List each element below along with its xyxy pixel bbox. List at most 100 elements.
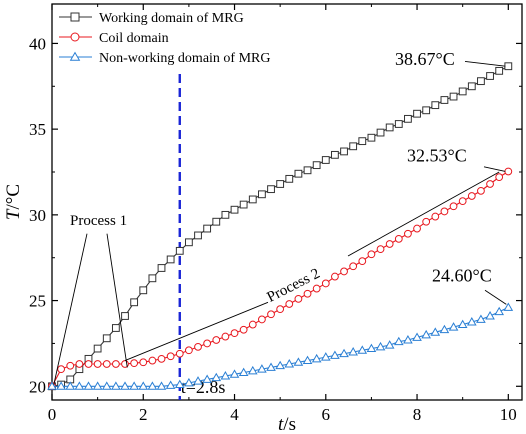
legend-item: Working domain of MRG <box>59 11 244 26</box>
data-point <box>65 381 76 390</box>
data-point <box>466 317 477 326</box>
data-point <box>111 381 121 390</box>
y-tick-label: 25 <box>29 292 46 311</box>
data-point <box>120 381 130 390</box>
data-point <box>84 360 93 368</box>
data-point <box>92 381 103 390</box>
data-point <box>230 329 239 338</box>
data-point <box>320 352 331 361</box>
data-point <box>83 381 94 390</box>
data-point <box>102 360 111 368</box>
data-point <box>385 240 394 248</box>
data-point <box>211 372 222 382</box>
data-point <box>394 234 403 243</box>
data-point <box>422 106 431 115</box>
data-point <box>486 180 494 188</box>
data-point <box>247 365 258 375</box>
legend-swatch-marker <box>70 32 80 42</box>
end-leader-nonworking <box>484 289 507 305</box>
data-point <box>331 150 339 159</box>
data-point <box>358 137 367 146</box>
data-point <box>339 348 349 358</box>
y-tick-label: 20 <box>29 377 46 396</box>
x-tick-label: 10 <box>500 405 517 424</box>
data-point <box>239 325 248 334</box>
data-point <box>330 350 340 359</box>
data-point <box>412 332 422 341</box>
data-point <box>66 361 75 370</box>
data-point <box>349 262 358 271</box>
data-point <box>275 360 285 370</box>
x-tick-label: 6 <box>322 405 331 424</box>
data-point <box>147 381 158 390</box>
data-point <box>139 286 148 295</box>
data-point <box>248 195 257 204</box>
data-point <box>238 367 249 377</box>
data-point <box>495 66 504 75</box>
data-point <box>358 257 367 266</box>
data-point <box>174 379 185 389</box>
data-point <box>221 332 230 341</box>
data-point <box>267 185 275 194</box>
data-point <box>367 250 376 259</box>
data-point <box>221 210 230 219</box>
data-point <box>47 381 57 390</box>
data-point <box>193 376 203 385</box>
data-point <box>75 360 84 368</box>
data-point <box>376 245 385 254</box>
data-point <box>403 335 413 344</box>
data-point <box>375 341 386 351</box>
data-point <box>357 345 368 354</box>
process2-leader-b <box>347 171 500 257</box>
data-point <box>486 72 494 80</box>
data-point <box>165 380 176 389</box>
data-point <box>302 355 313 365</box>
data-point <box>331 272 339 281</box>
data-point <box>440 207 449 216</box>
data-point <box>276 305 285 314</box>
data-point <box>477 77 485 86</box>
data-point <box>220 371 231 380</box>
data-point <box>166 352 175 361</box>
data-point <box>440 96 449 104</box>
x-tick-label: 4 <box>230 405 239 424</box>
data-point <box>430 327 441 336</box>
y-axis-title: T/°C <box>3 184 24 220</box>
data-point <box>303 166 312 175</box>
data-point <box>494 306 505 316</box>
data-point <box>266 362 276 371</box>
data-point <box>413 224 421 233</box>
data-point <box>385 123 394 132</box>
data-point <box>57 365 66 374</box>
legend-swatch-marker <box>70 12 80 22</box>
data-point <box>212 336 221 344</box>
series-1 <box>48 62 513 391</box>
data-point <box>285 174 294 183</box>
data-point <box>467 82 476 91</box>
data-point <box>503 302 514 311</box>
data-point <box>457 319 468 329</box>
data-point <box>485 311 495 320</box>
series-group <box>47 62 514 391</box>
y-tick-label: 35 <box>29 120 46 139</box>
data-point <box>448 322 459 331</box>
data-point <box>477 186 485 195</box>
end-leader-coil <box>483 166 506 172</box>
data-point <box>449 202 458 211</box>
data-point <box>111 360 120 368</box>
data-point <box>285 300 294 308</box>
data-point <box>203 224 212 233</box>
data-point <box>384 340 395 349</box>
process1-leader-b <box>106 233 128 368</box>
data-point <box>284 359 295 368</box>
x-axis-title: t/s <box>278 414 296 434</box>
legend-item: Coil domain <box>59 31 169 46</box>
data-point <box>184 346 193 355</box>
data-point <box>101 381 112 390</box>
x-tick-label: 2 <box>139 405 148 424</box>
data-point <box>303 289 312 298</box>
legend-label: Coil domain <box>99 31 169 46</box>
data-point <box>376 128 385 137</box>
data-point <box>230 205 239 214</box>
